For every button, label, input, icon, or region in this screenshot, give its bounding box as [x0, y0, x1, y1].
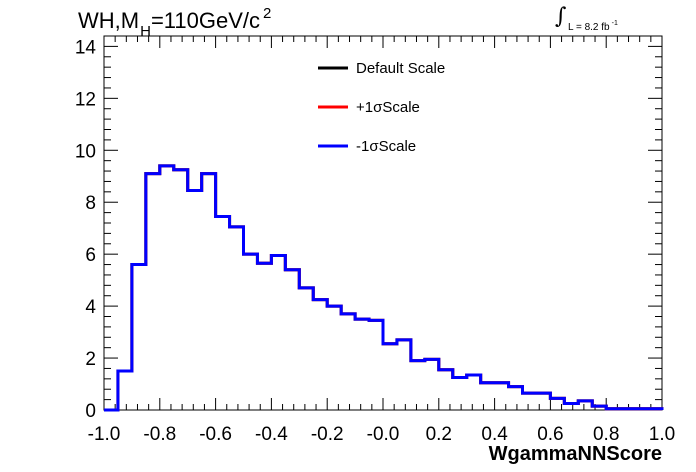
legend-label-1: Default Scale	[356, 60, 445, 77]
y-tick-label: 12	[75, 89, 96, 110]
x-tick-label: -0.6	[199, 424, 232, 445]
luminosity-text: L = 8.2 fb	[568, 22, 610, 33]
y-tick-label: 0	[85, 401, 96, 422]
x-tick-label: -0.2	[311, 424, 344, 445]
chart-title: WH,MH=110GeV/c 2	[78, 5, 272, 40]
x-tick-label: 0.6	[537, 424, 563, 445]
x-tick-label: -1.0	[88, 424, 121, 445]
y-tick-label: 4	[85, 297, 96, 318]
x-tick-label: 0.2	[426, 424, 452, 445]
histogram-series-2	[104, 164, 664, 412]
y-tick-label: 14	[75, 37, 97, 58]
x-tick-label: 0.4	[481, 424, 508, 445]
title-subscript: H	[140, 23, 151, 40]
y-tick-label: 8	[85, 193, 96, 214]
x-tick-label: -0.0	[367, 424, 400, 445]
x-tick-label: -0.4	[255, 424, 288, 445]
x-tick-label: 1.0	[649, 424, 675, 445]
histogram-series-1	[104, 164, 664, 412]
title-main-text: WH,M	[78, 8, 140, 33]
y-tick-label: 10	[75, 141, 96, 162]
y-tick-label: 6	[85, 245, 96, 266]
luminosity-unit-superscript: -1	[611, 20, 618, 27]
x-axis-label: WgammaNNScore	[489, 443, 662, 465]
x-tick-label: 0.8	[593, 424, 619, 445]
legend-label-2: +1σScale	[356, 99, 420, 116]
title-superscript: 2	[263, 5, 272, 22]
plot-frame	[103, 35, 663, 411]
histogram-series-3	[104, 164, 664, 412]
legend-label-3: -1σScale	[356, 138, 416, 155]
x-tick-label: -0.8	[143, 424, 176, 445]
integral-symbol: ∫	[555, 4, 567, 29]
title-rest-text: =110GeV/c	[150, 8, 260, 33]
y-tick-label: 2	[85, 349, 96, 370]
